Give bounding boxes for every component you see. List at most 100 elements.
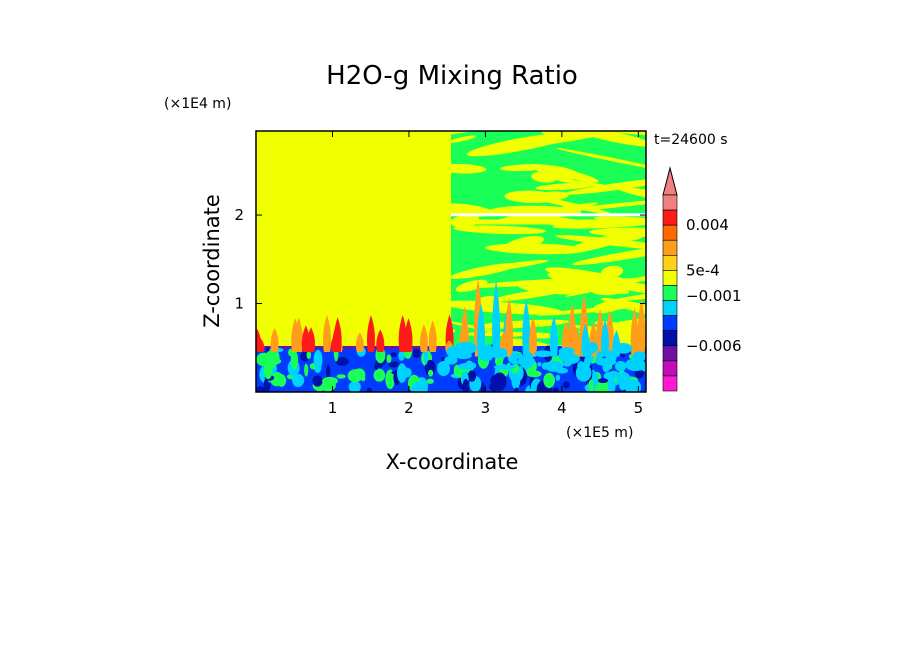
colorbar: 0.004 5e-4 −0.001 −0.006	[662, 166, 742, 392]
boundary-eddy	[398, 351, 405, 361]
boundary-eddy	[397, 363, 407, 383]
boundary-eddy	[592, 372, 599, 387]
right-streak	[601, 297, 646, 329]
boundary-eddy	[514, 387, 519, 392]
convective-plume	[419, 324, 428, 352]
cyan-patch	[465, 345, 473, 355]
boundary-eddy	[412, 348, 421, 358]
boundary-eddy	[290, 350, 299, 370]
convective-plume	[428, 320, 437, 352]
y-tick-label: 2	[234, 206, 244, 224]
right-streak	[455, 279, 488, 292]
convective-plume	[301, 331, 310, 352]
right-streak	[569, 234, 628, 253]
x-axis-label: X-coordinate	[386, 450, 519, 474]
right-streak	[572, 243, 646, 266]
right-streak	[565, 276, 646, 297]
boundary-eddy	[385, 369, 395, 390]
convective-plume	[630, 307, 639, 357]
cyan-patch	[614, 342, 633, 354]
right-streak	[422, 131, 488, 137]
colorbar-label: −0.006	[686, 337, 742, 355]
cyan-patch	[457, 362, 477, 370]
colorbar-level	[662, 209, 678, 226]
right-streak	[535, 182, 594, 191]
y-axis-label: Z-coordinate	[200, 194, 224, 328]
boundary-eddy	[511, 372, 521, 390]
right-streak	[594, 321, 646, 349]
boundary-eddy	[562, 381, 570, 389]
y-tick-label: 1	[234, 295, 244, 313]
right-streak	[556, 148, 646, 172]
boundary-eddy	[575, 364, 592, 382]
right-streak	[466, 132, 574, 157]
boundary-eddy	[480, 382, 485, 392]
boundary-eddy	[388, 361, 400, 368]
convective-plume	[322, 314, 331, 352]
convective-plume	[256, 337, 265, 352]
right-streak	[436, 163, 487, 174]
x-tick-label: 3	[481, 399, 491, 417]
cyan-patch	[534, 350, 553, 358]
colorbar-level	[662, 360, 678, 377]
convective-plume	[549, 315, 558, 357]
boundary-eddy	[256, 386, 267, 392]
right-streak	[614, 233, 644, 242]
boundary-eddy	[491, 374, 507, 381]
right-streak	[554, 199, 646, 212]
colorbar-level	[662, 224, 678, 241]
chart-title: H2O-g Mixing Ratio	[326, 61, 578, 91]
convective-plume	[355, 332, 364, 352]
boundary-eddy	[390, 352, 398, 358]
colorbar-label: 0.004	[686, 216, 729, 234]
cyan-patch	[510, 351, 519, 361]
boundary-eddy	[304, 363, 309, 377]
right-streak	[447, 135, 477, 143]
time-label: t=24600 s	[654, 132, 728, 148]
colorbar-level	[662, 255, 678, 271]
colorbar-level	[662, 375, 678, 392]
boundary-eddy	[386, 354, 392, 363]
boundary-eddy	[552, 387, 559, 392]
boundary-eddy	[597, 378, 609, 384]
cyan-patch	[478, 348, 489, 355]
boundary-eddy	[271, 378, 284, 385]
x-axis-ticks: 1 2 3 4 5	[328, 131, 643, 417]
y-unit-label: (×1E4 m)	[164, 96, 231, 112]
cyan-patch	[558, 347, 575, 356]
colorbar-level	[662, 345, 678, 362]
boundary-eddy	[437, 362, 448, 367]
boundary-eddy	[313, 349, 323, 370]
y-axis-ticks: 12	[234, 206, 646, 313]
boundary-eddy	[467, 370, 477, 382]
boundary-eddy	[426, 378, 434, 384]
convective-plume	[492, 280, 501, 357]
cyan-patch	[584, 356, 591, 368]
boundary-eddy	[537, 361, 542, 367]
cyan-patch	[562, 361, 572, 367]
x-tick-label: 4	[557, 399, 567, 417]
cyan-patch	[545, 360, 564, 372]
boundary-eddy	[348, 381, 361, 392]
cyan-patch	[614, 360, 627, 372]
cyan-patch	[522, 360, 533, 369]
convective-plume	[404, 318, 413, 352]
convective-plume	[270, 328, 279, 352]
right-streak	[441, 300, 562, 315]
right-streak	[592, 289, 619, 296]
colorbar-level	[662, 330, 678, 347]
right-streak	[607, 281, 646, 297]
boundary-eddy	[526, 370, 542, 378]
x-tick-label: 5	[634, 399, 644, 417]
boundary-eddy	[603, 371, 616, 382]
boundary-eddy	[306, 350, 312, 360]
boundary-eddy	[444, 355, 458, 365]
colorbar-label: −0.001	[686, 287, 742, 305]
colorbar-level	[662, 285, 678, 301]
colorbar-extend-arrow	[662, 166, 678, 196]
colorbar-level	[662, 300, 678, 316]
right-streak	[536, 165, 582, 180]
right-band-yellow	[451, 219, 646, 225]
boundary-eddy	[373, 368, 386, 382]
boundary-eddy	[353, 368, 366, 381]
